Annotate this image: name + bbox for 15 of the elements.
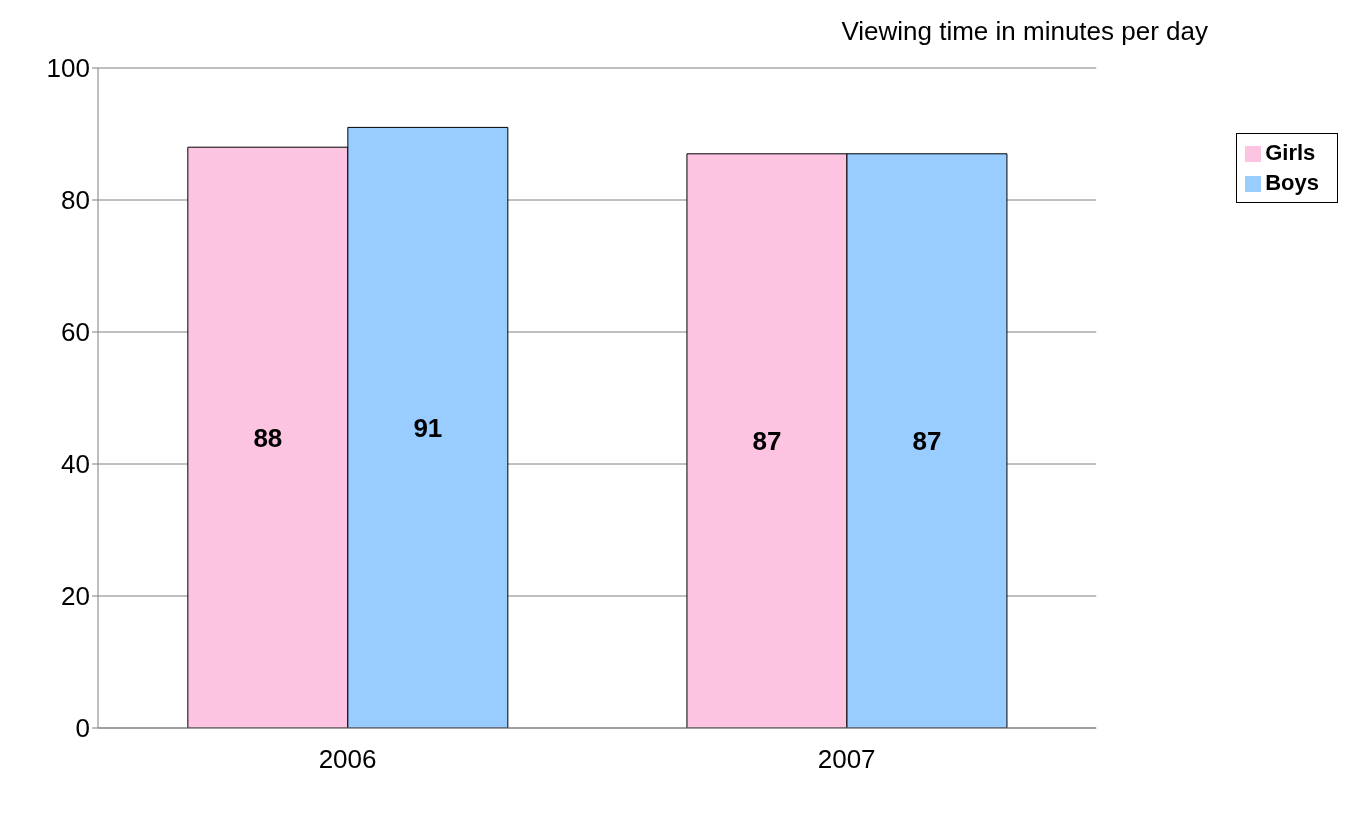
y-tick-label: 60 xyxy=(61,317,90,348)
chart-title: Viewing time in minutes per day xyxy=(841,16,1208,47)
y-tick-label: 0 xyxy=(75,713,90,744)
legend-label: Girls xyxy=(1265,140,1316,165)
x-tick-label: 2007 xyxy=(817,744,876,775)
x-tick-label: 2006 xyxy=(318,744,377,775)
data-label: 87 xyxy=(752,426,782,457)
data-label: 87 xyxy=(912,426,942,457)
y-tick-label: 40 xyxy=(61,449,90,480)
y-tick-label: 80 xyxy=(61,185,90,216)
y-tick-label: 100 xyxy=(46,53,90,84)
data-label: 91 xyxy=(413,412,443,443)
y-tick-label: 20 xyxy=(61,581,90,612)
data-label: 88 xyxy=(253,422,283,453)
legend-label: Boys xyxy=(1265,170,1319,195)
